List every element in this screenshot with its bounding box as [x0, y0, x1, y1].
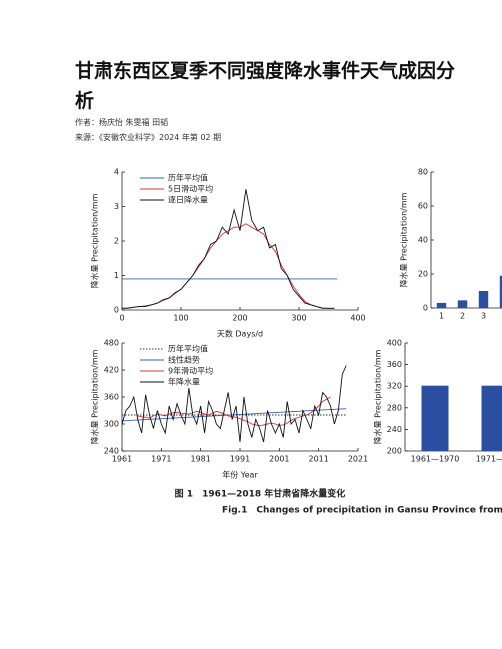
y-tick-label: 200 — [387, 447, 402, 456]
y-tick-label: 3 — [114, 202, 119, 211]
y-tick-label: 40 — [418, 236, 428, 245]
x-tick-label: 1971—19 — [476, 455, 502, 464]
legend-label: 9年滑动平均 — [168, 366, 213, 376]
x-axis-label: 年份 Year — [222, 470, 258, 480]
legend-label: 逐日降水量 — [168, 195, 208, 205]
y-axis-label: 降水量 Precipitation/mm — [90, 193, 100, 288]
y-tick-label: 360 — [387, 360, 402, 369]
bar — [436, 302, 447, 308]
bar — [499, 275, 502, 308]
y-tick-label: 0 — [114, 306, 119, 315]
series-line — [122, 189, 335, 309]
y-tick-label: 80 — [418, 168, 428, 177]
y-tick-label: 420 — [104, 366, 119, 375]
series-line — [121, 223, 335, 309]
x-tick-label: 1961—1970 — [411, 455, 460, 464]
x-tick-label: 2011 — [308, 455, 328, 464]
legend-label: 历年平均值 — [168, 344, 208, 354]
y-axis-label: 降水量 Precipitation/mm — [90, 349, 100, 444]
x-tick-label: 300 — [291, 314, 306, 323]
x-tick-label: 0 — [119, 314, 124, 323]
legend-label: 线性趋势 — [168, 355, 200, 365]
y-tick-label: 0 — [423, 304, 428, 313]
x-tick-label: 1971 — [151, 455, 171, 464]
y-tick-label: 240 — [104, 447, 119, 456]
x-tick-label: 2021 — [348, 455, 368, 464]
legend-label: 年降水量 — [168, 377, 200, 387]
y-tick-label: 320 — [387, 382, 402, 391]
y-tick-label: 240 — [387, 425, 402, 434]
x-tick-label: 2001 — [269, 455, 289, 464]
x-tick-label: 1981 — [190, 455, 210, 464]
source: 来源：《安徽农业科学》2024 年第 02 期 — [75, 133, 222, 142]
series-line — [121, 365, 347, 443]
x-tick-label: 100 — [173, 314, 188, 323]
y-tick-label: 4 — [114, 168, 119, 177]
y-tick-label: 60 — [418, 202, 428, 211]
y-axis-label: 降水量 Precipitation/mm — [373, 349, 383, 444]
x-tick-label: 200 — [232, 314, 247, 323]
y-tick-label: 480 — [104, 339, 119, 348]
legend-label: 历年平均值 — [168, 173, 208, 183]
authors: 作者：杨庆怡 朱雯福 田韬 — [75, 118, 169, 127]
bar — [421, 385, 449, 451]
legend-label: 5日滑动平均 — [168, 184, 213, 194]
y-tick-label: 20 — [418, 270, 428, 279]
x-axis-label: 天数 Days/d — [217, 329, 263, 339]
x-tick-label: 1991 — [230, 455, 250, 464]
x-tick-label: 400 — [350, 314, 365, 323]
x-tick-label: 2 — [460, 312, 465, 321]
y-tick-label: 2 — [114, 237, 119, 246]
x-tick-label: 1 — [439, 312, 444, 321]
y-tick-label: 360 — [104, 393, 119, 402]
caption-cn: 图 1 1961—2018 年甘肃省降水量变化 — [175, 488, 346, 500]
y-tick-label: 400 — [387, 339, 402, 348]
x-tick-label: 1961 — [112, 455, 132, 464]
series-line — [137, 396, 331, 427]
bar — [481, 385, 502, 451]
bar — [457, 300, 468, 308]
x-tick-label: 3 — [481, 312, 486, 321]
y-tick-label: 1 — [114, 271, 119, 280]
bar — [478, 291, 489, 308]
y-tick-label: 300 — [104, 420, 119, 429]
y-tick-label: 280 — [387, 403, 402, 412]
caption-en: Fig.1 Changes of precipitation in Gansu … — [222, 506, 502, 516]
article-title: 甘肃东西区夏季不同强度降水事件天气成因分析 — [75, 60, 456, 112]
y-axis-label: 降水量 Precipitation/mm — [399, 192, 409, 287]
